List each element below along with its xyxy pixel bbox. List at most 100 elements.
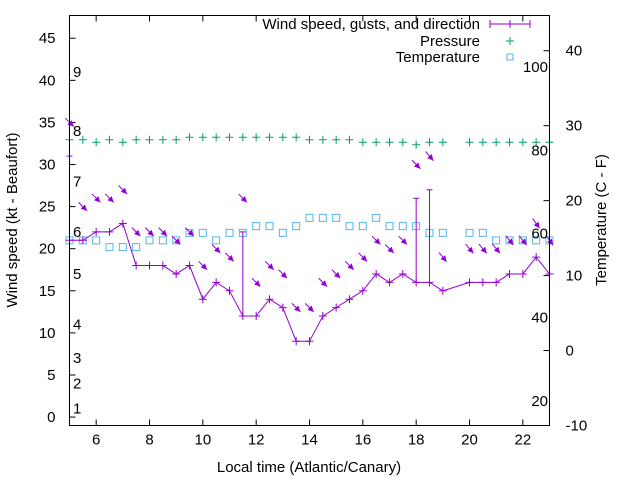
wind-direction-arrow xyxy=(184,227,195,237)
wind-point xyxy=(505,269,514,278)
pressure-point xyxy=(265,133,274,142)
x-tick-label: 16 xyxy=(354,432,371,449)
pressure-point xyxy=(398,138,407,147)
temperature-point xyxy=(465,228,474,237)
arrow-head xyxy=(533,221,540,229)
y-tick-label: 30 xyxy=(39,157,56,174)
arrow-head xyxy=(374,238,381,245)
wind-point xyxy=(358,286,367,295)
arrow-head xyxy=(174,238,181,245)
temperature-point xyxy=(345,222,354,231)
pressure-point xyxy=(252,133,261,142)
temperature-point xyxy=(332,213,341,222)
y-tick-label: 0 xyxy=(47,409,55,426)
wind-point xyxy=(318,312,327,321)
wind-point xyxy=(212,278,221,287)
wind-direction-arrow xyxy=(118,185,128,195)
wind-point xyxy=(465,278,474,287)
arrow-head xyxy=(280,271,288,279)
fahrenheit-label: 100 xyxy=(523,59,548,76)
temperature-point xyxy=(532,236,541,245)
wind-point xyxy=(478,278,487,287)
wind-point xyxy=(492,278,501,287)
x-tick-label: 20 xyxy=(461,432,478,449)
temperature-point xyxy=(145,236,154,245)
fahrenheit-label: 60 xyxy=(531,226,548,243)
legend-label-wind: Wind speed, gusts, and direction xyxy=(262,16,480,33)
temperature-point xyxy=(225,228,234,237)
wind-point xyxy=(372,269,381,278)
pressure-point xyxy=(318,135,327,144)
wind-direction-arrow xyxy=(91,193,101,203)
pressure-point xyxy=(345,135,354,144)
arrow-head xyxy=(80,204,88,211)
y-tick-label: 40 xyxy=(39,72,56,89)
pressure-point xyxy=(278,133,287,142)
wind-series xyxy=(65,155,554,346)
wind-direction-arrow xyxy=(198,260,208,271)
temperature-point xyxy=(492,236,501,245)
temperature-point xyxy=(358,222,367,231)
arrow-head xyxy=(267,263,274,270)
arrow-head xyxy=(160,229,168,237)
arrow-head xyxy=(414,162,421,169)
wind-direction-arrow xyxy=(158,227,168,237)
temperature-point xyxy=(398,222,407,231)
arrow-head xyxy=(387,246,394,253)
pressure-point xyxy=(238,133,247,142)
y-tick-label: 45 xyxy=(39,30,56,47)
beaufort-label: 4 xyxy=(73,316,81,333)
pressure-point xyxy=(532,138,541,147)
pressure-point xyxy=(305,135,314,144)
arrow-head xyxy=(294,305,301,312)
wind-direction-arrow xyxy=(411,159,421,170)
arrow-head xyxy=(427,154,434,161)
wind-direction-arrow xyxy=(264,260,275,271)
pressure-point xyxy=(172,135,181,144)
y2-tick-label: 40 xyxy=(566,43,583,60)
arrow-head xyxy=(134,229,141,237)
beaufort-label: 9 xyxy=(73,64,81,81)
wind-point xyxy=(158,261,167,270)
arrow-head xyxy=(307,305,314,312)
wind-line xyxy=(69,222,550,342)
pressure-point xyxy=(158,135,167,144)
wind-point xyxy=(92,227,101,236)
wind-direction-arrow xyxy=(518,235,528,246)
temperature-point xyxy=(118,243,127,252)
wind-direction-arrow xyxy=(344,260,355,271)
wind-point xyxy=(345,295,354,304)
arrow-head xyxy=(240,196,248,203)
gust-bar xyxy=(426,189,433,283)
wind-point xyxy=(438,286,447,295)
y-tick-label: 10 xyxy=(39,325,56,342)
temperature-point xyxy=(185,228,194,237)
pressure-point xyxy=(92,138,101,147)
wind-point xyxy=(532,253,541,262)
temperature-point xyxy=(318,213,327,222)
y2-tick-label: 20 xyxy=(566,193,583,210)
wind-point xyxy=(305,337,314,346)
pressure-point xyxy=(198,133,207,142)
x-tick-label: 22 xyxy=(514,432,531,449)
temperature-point xyxy=(438,228,447,237)
temperature-point xyxy=(158,236,167,245)
pressure-point xyxy=(78,135,87,144)
x-tick-label: 14 xyxy=(301,432,318,449)
y-tick-label: 25 xyxy=(39,199,56,216)
legend-label-pressure: Pressure xyxy=(420,33,480,50)
pressure-point xyxy=(132,135,141,144)
legend-label-temperature: Temperature xyxy=(396,49,480,66)
wind-point xyxy=(105,227,114,236)
arrow-head xyxy=(360,255,368,262)
beaufort-label: 5 xyxy=(73,266,81,283)
temperature-point xyxy=(278,228,287,237)
arrow-head xyxy=(120,187,128,195)
pressure-point xyxy=(385,138,394,147)
temperature-point xyxy=(132,243,141,252)
pressure-point xyxy=(372,138,381,147)
wind-point xyxy=(332,303,341,312)
arrow-head xyxy=(254,280,261,287)
x-tick-label: 6 xyxy=(92,432,100,449)
